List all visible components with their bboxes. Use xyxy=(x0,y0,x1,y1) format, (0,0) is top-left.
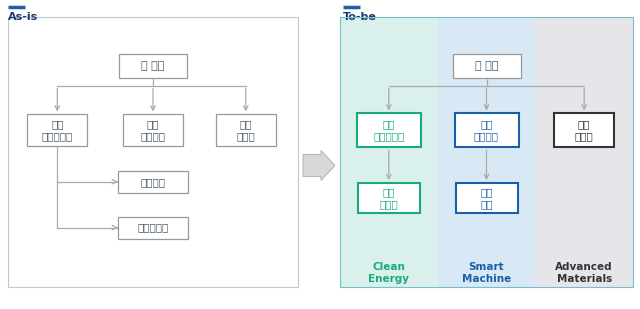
Text: 두산
퓨얼셀: 두산 퓨얼셀 xyxy=(380,187,398,209)
FancyBboxPatch shape xyxy=(554,113,614,147)
FancyBboxPatch shape xyxy=(340,17,438,287)
FancyArrow shape xyxy=(303,150,335,180)
Text: Smart
Machine: Smart Machine xyxy=(462,262,511,284)
Text: Clean
Energy: Clean Energy xyxy=(369,262,410,284)
FancyBboxPatch shape xyxy=(123,114,183,146)
Text: 두산밥캣: 두산밥캣 xyxy=(141,177,166,187)
FancyBboxPatch shape xyxy=(357,113,421,147)
FancyBboxPatch shape xyxy=(118,217,188,239)
Text: 두산
로보틱스: 두산 로보틱스 xyxy=(141,120,166,141)
FancyBboxPatch shape xyxy=(28,114,87,146)
FancyBboxPatch shape xyxy=(452,53,520,78)
Text: 두산퓨얼셀: 두산퓨얼셀 xyxy=(138,222,168,233)
Text: 두산
테스나: 두산 테스나 xyxy=(236,120,255,141)
FancyBboxPatch shape xyxy=(8,17,298,287)
FancyBboxPatch shape xyxy=(456,183,518,213)
Text: As-is: As-is xyxy=(8,12,38,22)
Text: Advanced
Materials: Advanced Materials xyxy=(556,262,613,284)
Text: ㈜ 두산: ㈜ 두산 xyxy=(475,61,498,70)
FancyBboxPatch shape xyxy=(454,113,518,147)
Text: To-be: To-be xyxy=(343,12,377,22)
Text: ㈜ 두산: ㈜ 두산 xyxy=(141,61,164,70)
FancyBboxPatch shape xyxy=(119,53,187,78)
Text: 두산
밥캣: 두산 밥캣 xyxy=(480,187,493,209)
FancyBboxPatch shape xyxy=(358,183,420,213)
FancyBboxPatch shape xyxy=(216,114,276,146)
Text: 두산
테스나: 두산 테스나 xyxy=(575,120,593,141)
Text: 두산
로보틱스: 두산 로보틱스 xyxy=(474,120,499,141)
FancyBboxPatch shape xyxy=(438,17,535,287)
FancyBboxPatch shape xyxy=(118,171,188,193)
Text: 두산
에너빌리티: 두산 에너빌리티 xyxy=(42,120,73,141)
FancyBboxPatch shape xyxy=(535,17,633,287)
Text: 두산
에너빌리티: 두산 에너빌리티 xyxy=(373,120,404,141)
